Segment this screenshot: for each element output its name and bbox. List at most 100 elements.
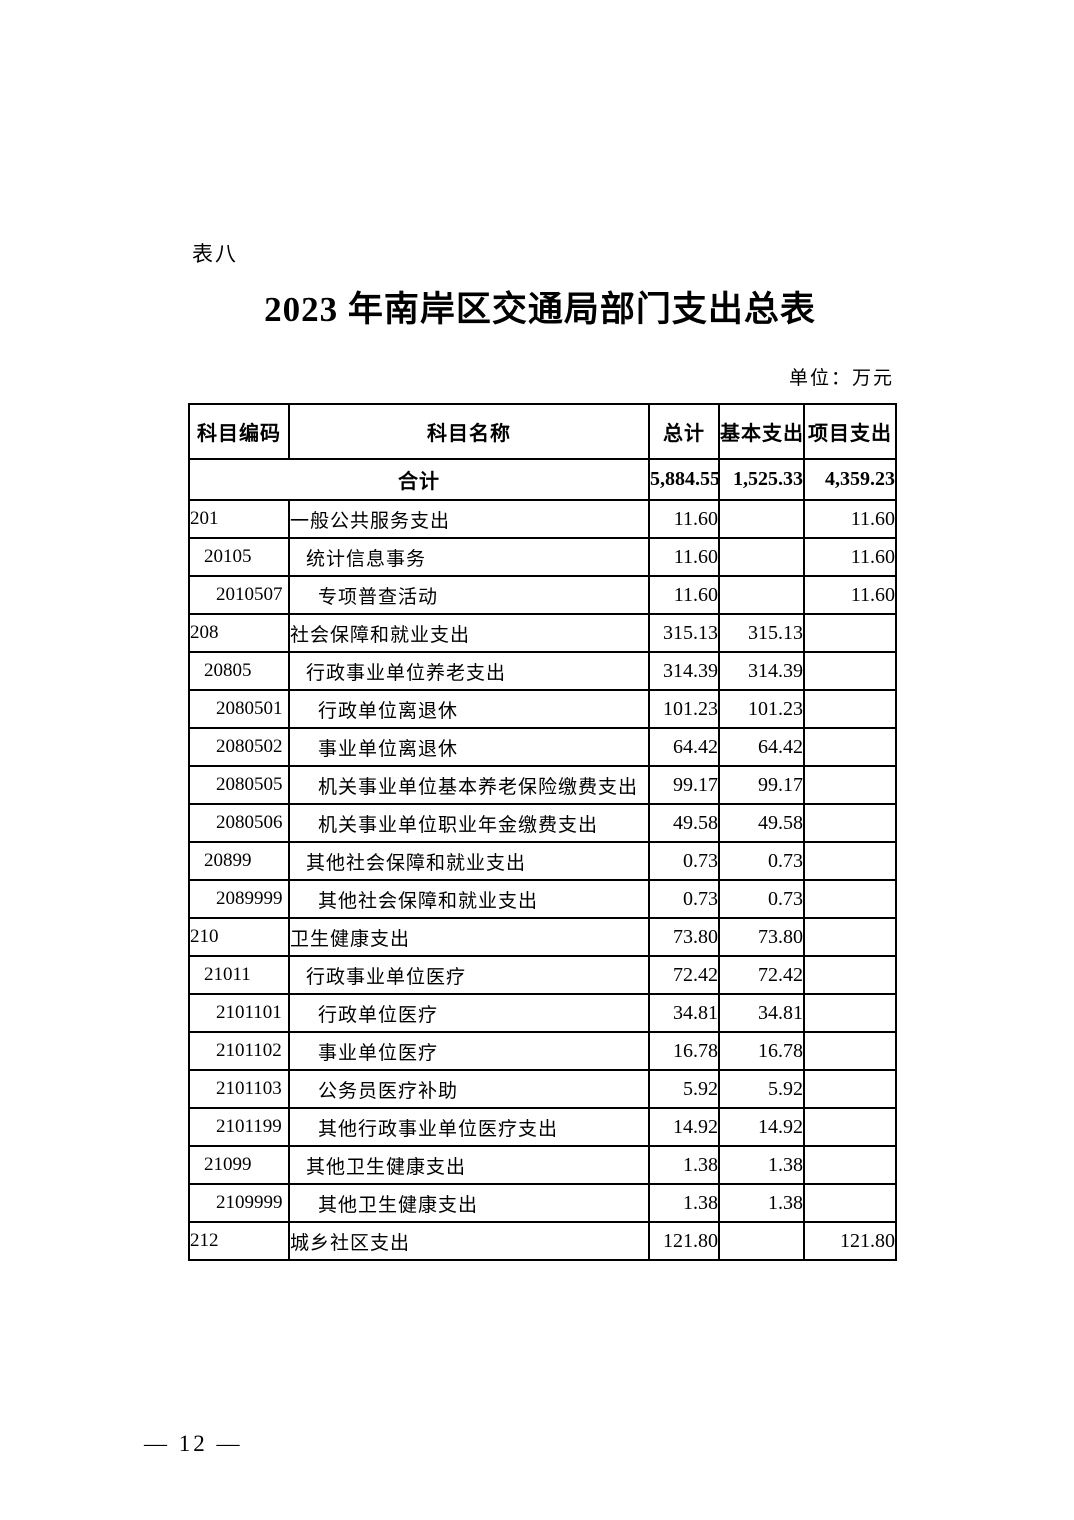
- subject-name-cell: 行政事业单位养老支出: [288, 651, 650, 691]
- table-row: 2010507 专项普查活动 11.60 11.60: [188, 575, 897, 615]
- column-header-subject-code: 科目编码: [188, 403, 290, 460]
- subject-name-cell: 事业单位医疗: [288, 1031, 650, 1071]
- subject-code-cell: 2010507: [188, 575, 290, 615]
- expenditure-table: 科目编码 科目名称 总计 基本支出 项目支出 合计 5,884.55 1,525…: [188, 403, 897, 1261]
- table-row: 21099 其他卫生健康支出 1.38 1.38: [188, 1145, 897, 1185]
- table-row: 20899 其他社会保障和就业支出 0.73 0.73: [188, 841, 897, 881]
- table-row: 21011 行政事业单位医疗 72.42 72.42: [188, 955, 897, 995]
- project-expenditure-cell: [803, 727, 897, 767]
- total-cell: 11.60: [648, 575, 720, 615]
- basic-expenditure-cell: 64.42: [718, 727, 805, 767]
- table-tag: 表八: [192, 242, 238, 266]
- subject-code-cell: 208: [188, 613, 290, 653]
- subject-name-cell: 行政单位医疗: [288, 993, 650, 1033]
- subject-code-cell: 21099: [188, 1145, 290, 1185]
- table-row: 2101103 公务员医疗补助 5.92 5.92: [188, 1069, 897, 1109]
- table-row: 201 一般公共服务支出 11.60 11.60: [188, 499, 897, 539]
- total-cell: 315.13: [648, 613, 720, 653]
- table-row: 2101101 行政单位医疗 34.81 34.81: [188, 993, 897, 1033]
- total-cell: 1.38: [648, 1145, 720, 1185]
- table-row: 20805 行政事业单位养老支出 314.39 314.39: [188, 651, 897, 691]
- project-expenditure-cell: [803, 955, 897, 995]
- total-cell: 1.38: [648, 1183, 720, 1223]
- total-cell: 0.73: [648, 841, 720, 881]
- table-row: 2101199 其他行政事业单位医疗支出 14.92 14.92: [188, 1107, 897, 1147]
- project-expenditure-cell: 11.60: [803, 499, 897, 539]
- basic-expenditure-cell: 14.92: [718, 1107, 805, 1147]
- project-expenditure-cell: [803, 879, 897, 919]
- subject-name-cell: 其他卫生健康支出: [288, 1183, 650, 1223]
- basic-expenditure-cell: 0.73: [718, 841, 805, 881]
- summary-row: 合计 5,884.55 1,525.33 4,359.23: [188, 458, 897, 501]
- total-cell: 16.78: [648, 1031, 720, 1071]
- total-cell: 99.17: [648, 765, 720, 805]
- table-row: 210 卫生健康支出 73.80 73.80: [188, 917, 897, 957]
- table-header: 科目编码 科目名称 总计 基本支出 项目支出: [188, 403, 897, 460]
- project-expenditure-cell: [803, 765, 897, 805]
- total-cell: 49.58: [648, 803, 720, 843]
- total-cell: 5.92: [648, 1069, 720, 1109]
- page-number: — 12 —: [144, 1431, 243, 1456]
- project-expenditure-cell: [803, 1183, 897, 1223]
- subject-code-cell: 20899: [188, 841, 290, 881]
- basic-expenditure-cell: 99.17: [718, 765, 805, 805]
- table-row: 2080505 机关事业单位基本养老保险缴费支出 99.17 99.17: [188, 765, 897, 805]
- subject-code-cell: 2101101: [188, 993, 290, 1033]
- subject-code-cell: 2109999: [188, 1183, 290, 1223]
- total-cell: 14.92: [648, 1107, 720, 1147]
- header-row: 科目编码 科目名称 总计 基本支出 项目支出: [188, 403, 897, 460]
- summary-total-cell: 5,884.55: [648, 458, 720, 501]
- table-row: 2080502 事业单位离退休 64.42 64.42: [188, 727, 897, 767]
- table-row: 2101102 事业单位医疗 16.78 16.78: [188, 1031, 897, 1071]
- table-row: 20105 统计信息事务 11.60 11.60: [188, 537, 897, 577]
- project-expenditure-cell: [803, 1069, 897, 1109]
- page-title: 2023 年南岸区交通局部门支出总表: [264, 290, 816, 329]
- subject-name-cell: 公务员医疗补助: [288, 1069, 650, 1109]
- basic-expenditure-cell: [718, 499, 805, 539]
- subject-name-cell: 卫生健康支出: [288, 917, 650, 957]
- project-expenditure-cell: 11.60: [803, 537, 897, 577]
- table-row: 2109999 其他卫生健康支出 1.38 1.38: [188, 1183, 897, 1223]
- subject-name-cell: 其他社会保障和就业支出: [288, 879, 650, 919]
- subject-code-cell: 2080506: [188, 803, 290, 843]
- basic-expenditure-cell: 315.13: [718, 613, 805, 653]
- basic-expenditure-cell: 314.39: [718, 651, 805, 691]
- subject-name-cell: 其他社会保障和就业支出: [288, 841, 650, 881]
- basic-expenditure-cell: 0.73: [718, 879, 805, 919]
- subject-name-cell: 机关事业单位职业年金缴费支出: [288, 803, 650, 843]
- column-header-project-expenditure: 项目支出: [803, 403, 897, 460]
- column-header-basic-expenditure: 基本支出: [718, 403, 805, 460]
- table-row: 2089999 其他社会保障和就业支出 0.73 0.73: [188, 879, 897, 919]
- summary-section: 合计 5,884.55 1,525.33 4,359.23: [188, 458, 897, 501]
- table-row: 2080506 机关事业单位职业年金缴费支出 49.58 49.58: [188, 803, 897, 843]
- subject-code-cell: 2089999: [188, 879, 290, 919]
- subject-code-cell: 212: [188, 1221, 290, 1261]
- subject-code-cell: 2080502: [188, 727, 290, 767]
- project-expenditure-cell: [803, 1145, 897, 1185]
- basic-expenditure-cell: [718, 575, 805, 615]
- basic-expenditure-cell: 34.81: [718, 993, 805, 1033]
- subject-name-cell: 统计信息事务: [288, 537, 650, 577]
- project-expenditure-cell: [803, 993, 897, 1033]
- subject-name-cell: 事业单位离退休: [288, 727, 650, 767]
- basic-expenditure-cell: 101.23: [718, 689, 805, 729]
- column-header-total: 总计: [648, 403, 720, 460]
- subject-name-cell: 行政单位离退休: [288, 689, 650, 729]
- subject-name-cell: 城乡社区支出: [288, 1221, 650, 1261]
- total-cell: 34.81: [648, 993, 720, 1033]
- subject-code-cell: 2101199: [188, 1107, 290, 1147]
- subject-code-cell: 210: [188, 917, 290, 957]
- basic-expenditure-cell: 5.92: [718, 1069, 805, 1109]
- project-expenditure-cell: [803, 613, 897, 653]
- subject-name-cell: 社会保障和就业支出: [288, 613, 650, 653]
- subject-code-cell: 20805: [188, 651, 290, 691]
- summary-project-cell: 4,359.23: [803, 458, 897, 501]
- subject-name-cell: 行政事业单位医疗: [288, 955, 650, 995]
- subject-code-cell: 2080505: [188, 765, 290, 805]
- subject-name-cell: 机关事业单位基本养老保险缴费支出: [288, 765, 650, 805]
- basic-expenditure-cell: [718, 537, 805, 577]
- total-cell: 0.73: [648, 879, 720, 919]
- project-expenditure-cell: [803, 1107, 897, 1147]
- subject-code-cell: 2080501: [188, 689, 290, 729]
